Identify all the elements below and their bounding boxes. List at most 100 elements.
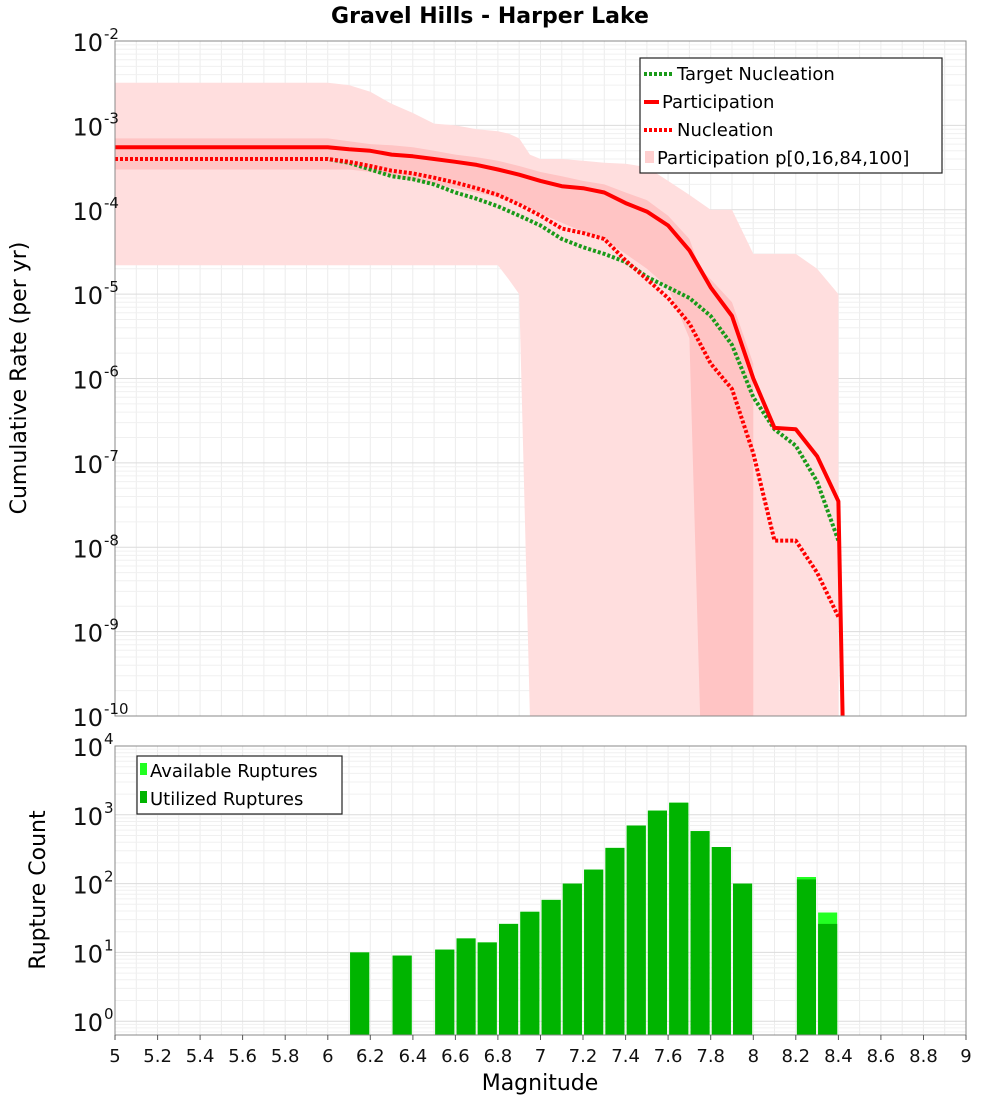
bar-utilized bbox=[392, 955, 412, 1035]
x-tick-label: 6.2 bbox=[356, 1046, 385, 1067]
bar-utilized bbox=[733, 883, 753, 1035]
participation-bands bbox=[115, 82, 839, 716]
rate-lines bbox=[115, 145, 845, 716]
x-tick-label: 7 bbox=[535, 1046, 546, 1067]
y-tick-base: 10 bbox=[72, 704, 103, 732]
bar-utilized bbox=[690, 831, 710, 1035]
y-tick-base: 10 bbox=[72, 1009, 103, 1037]
y-tick-base: 10 bbox=[72, 940, 103, 968]
count-legend-box bbox=[136, 755, 343, 815]
y-tick-label: 10 -10 bbox=[72, 700, 128, 732]
x-tick-label: 5 bbox=[109, 1046, 120, 1067]
x-tick-label: 8.8 bbox=[909, 1046, 938, 1067]
x-tick-label: 5.2 bbox=[143, 1046, 172, 1067]
x-tick-label: 8 bbox=[748, 1046, 759, 1067]
y-tick-base: 10 bbox=[72, 734, 103, 762]
y-tick-exponent: -4 bbox=[104, 194, 119, 212]
x-tick-label: 7.8 bbox=[696, 1046, 725, 1067]
y-tick-exponent: -3 bbox=[104, 109, 119, 127]
y-tick-base: 10 bbox=[72, 367, 103, 395]
bar-utilized bbox=[562, 883, 582, 1035]
y-tick-label: 10 2 bbox=[72, 868, 113, 900]
rate-y-axis-label: Cumulative Rate (per yr) bbox=[7, 242, 32, 515]
y-tick-exponent: -9 bbox=[104, 616, 119, 634]
bar-utilized bbox=[499, 923, 519, 1035]
bar-utilized bbox=[796, 879, 816, 1035]
legend-label-nucleation: Nucleation bbox=[677, 120, 773, 141]
x-tick-label: 6 bbox=[322, 1046, 333, 1067]
legend-label-participation-band: Participation p[0,16,84,100] bbox=[657, 148, 909, 169]
legend-swatch-participation-band bbox=[645, 151, 654, 163]
y-tick-label: 10 -6 bbox=[72, 363, 119, 395]
bar-utilized bbox=[647, 810, 667, 1035]
rate-legend: Target Nucleation Participation Nucleati… bbox=[639, 57, 943, 174]
y-tick-label: 10 -5 bbox=[72, 278, 119, 310]
legend-label-available: Available Ruptures bbox=[150, 761, 318, 782]
bar-utilized bbox=[350, 952, 370, 1035]
bar-utilized bbox=[456, 938, 476, 1035]
bar-utilized bbox=[669, 802, 689, 1035]
y-tick-base: 10 bbox=[72, 198, 103, 226]
series-line-nucleation bbox=[115, 157, 841, 618]
x-tick-label: 7.6 bbox=[654, 1046, 683, 1067]
y-tick-label: 10 -3 bbox=[72, 109, 119, 141]
rate-legend-box bbox=[639, 57, 943, 174]
bar-utilized bbox=[818, 923, 838, 1035]
legend-swatch-utilized bbox=[140, 791, 147, 803]
y-tick-exponent: 4 bbox=[104, 730, 114, 748]
y-tick-base: 10 bbox=[72, 872, 103, 900]
rate-plot-frame bbox=[114, 40, 967, 717]
bar-utilized bbox=[520, 911, 540, 1035]
x-tick-label: 8.2 bbox=[781, 1046, 810, 1067]
x-axis-label: Magnitude bbox=[482, 1071, 599, 1096]
y-tick-exponent: -7 bbox=[104, 447, 119, 465]
bar-utilized bbox=[626, 825, 646, 1035]
bar-utilized bbox=[477, 942, 497, 1035]
magnitude-x-ticks: 5 5.2 5.4 5.6 5.8 6 6.2 6.4 6.6 6.8 7 7.2 7.4 7.6 7.8 8… bbox=[109, 1035, 972, 1067]
bar-utilized bbox=[584, 869, 604, 1035]
x-tick-label: 5.6 bbox=[228, 1046, 257, 1067]
series-line-participation bbox=[115, 145, 845, 716]
x-tick-label: 7.2 bbox=[569, 1046, 598, 1067]
y-tick-base: 10 bbox=[72, 803, 103, 831]
y-tick-base: 10 bbox=[72, 29, 103, 57]
y-tick-label: 10 -4 bbox=[72, 194, 119, 226]
y-tick-exponent: -5 bbox=[104, 278, 119, 296]
y-tick-base: 10 bbox=[72, 282, 103, 310]
chart-title: Gravel Hills - Harper Lake bbox=[331, 4, 649, 29]
x-tick-label: 6.4 bbox=[399, 1046, 428, 1067]
y-tick-base: 10 bbox=[72, 535, 103, 563]
rate-y-ticks: 10-210-310-410-510-610-710-810-910-10 bbox=[72, 25, 128, 732]
y-tick-exponent: 1 bbox=[104, 936, 114, 954]
bar-utilized bbox=[605, 847, 625, 1035]
y-tick-label: 10 4 bbox=[72, 730, 113, 762]
y-tick-label: 10 0 bbox=[72, 1005, 113, 1037]
x-tick-label: 7.4 bbox=[611, 1046, 640, 1067]
y-tick-exponent: -6 bbox=[104, 363, 119, 381]
y-tick-base: 10 bbox=[72, 451, 103, 479]
legend-swatch-available bbox=[140, 763, 147, 775]
y-tick-label: 10 -8 bbox=[72, 531, 119, 563]
x-tick-label: 9 bbox=[960, 1046, 971, 1067]
y-tick-exponent: -2 bbox=[104, 25, 119, 43]
bar-utilized bbox=[711, 847, 731, 1035]
y-tick-exponent: 0 bbox=[104, 1005, 114, 1023]
y-tick-exponent: 3 bbox=[104, 799, 114, 817]
y-tick-label: 10 -9 bbox=[72, 616, 119, 648]
legend-label-utilized: Utilized Ruptures bbox=[150, 789, 303, 810]
y-tick-base: 10 bbox=[72, 113, 103, 141]
series-line-target-nucleation bbox=[115, 157, 841, 542]
y-tick-exponent: 2 bbox=[104, 868, 114, 886]
x-tick-label: 5.4 bbox=[186, 1046, 215, 1067]
y-tick-exponent: -10 bbox=[104, 700, 129, 718]
y-tick-exponent: -8 bbox=[104, 531, 119, 549]
bar-utilized bbox=[541, 899, 561, 1035]
y-tick-label: 10 3 bbox=[72, 799, 113, 831]
x-tick-label: 5.8 bbox=[271, 1046, 300, 1067]
x-tick-label: 6.6 bbox=[441, 1046, 470, 1067]
y-tick-base: 10 bbox=[72, 620, 103, 648]
legend-label-participation: Participation bbox=[662, 92, 774, 113]
count-bars bbox=[350, 802, 838, 1035]
